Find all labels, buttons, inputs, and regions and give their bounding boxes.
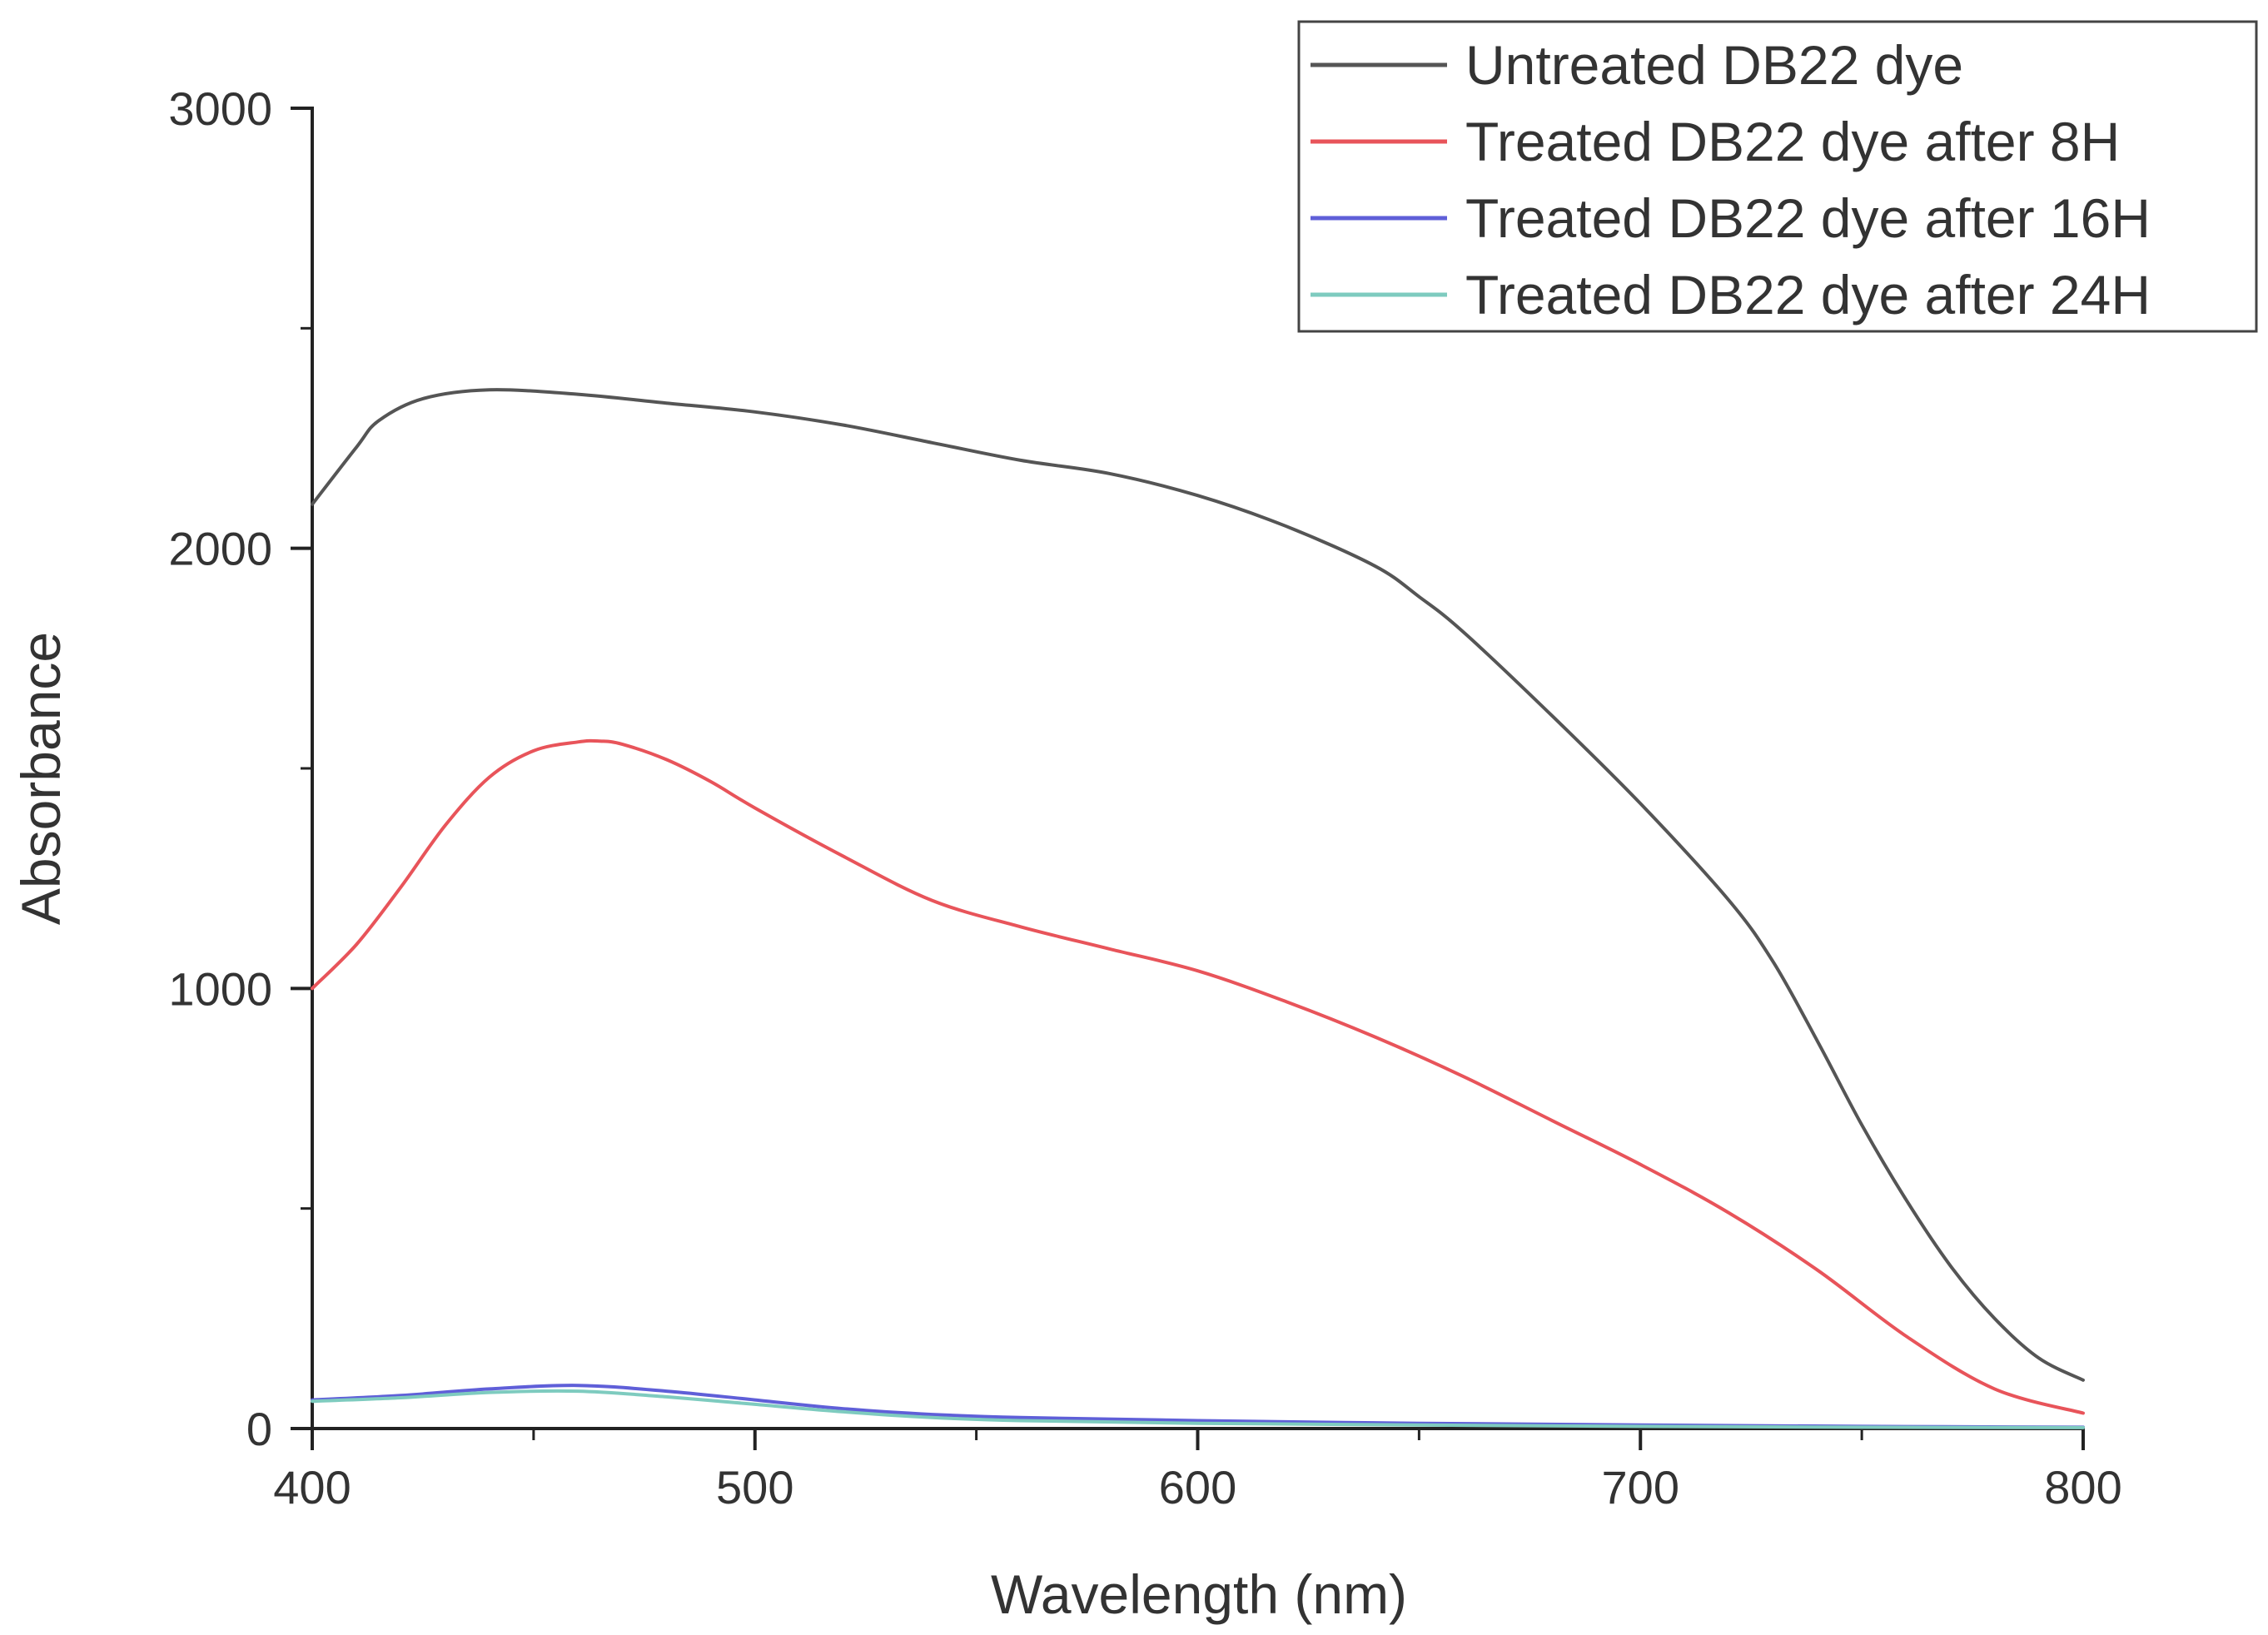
x-tick-label: 800 [2044, 1461, 2121, 1513]
y-tick-label: 2000 [168, 523, 272, 575]
ticks [291, 107, 2085, 1450]
legend-label-1: Untreated DB22 dye [1465, 34, 1963, 96]
x-tick-label: 700 [1602, 1461, 1679, 1513]
y-tick-label: 0 [246, 1403, 272, 1455]
y-tick-label: 1000 [168, 962, 272, 1015]
x-tick-label: 400 [273, 1461, 351, 1513]
legend-label-3: Treated DB22 dye after 16H [1465, 187, 2151, 249]
legend-box [1297, 20, 2258, 333]
series-line-1 [311, 388, 2085, 1382]
legend-label-2: Treated DB22 dye after 8H [1465, 111, 2120, 172]
x-axis-title: Wavelength (nm) [991, 1563, 1407, 1625]
x-tick-label: 500 [716, 1461, 793, 1513]
series-line-4 [311, 1389, 2085, 1429]
legend-label-4: Treated DB22 dye after 24H [1465, 264, 2151, 326]
tick-labels: 400 500 600 700 800 0 1000 2000 3000 [168, 82, 2121, 1513]
y-axis-title: Absorbance [10, 632, 72, 925]
y-tick-label: 3000 [168, 82, 272, 135]
series-group [311, 388, 2085, 1429]
x-tick-label: 600 [1159, 1461, 1236, 1513]
legend: Untreated DB22 dye Treated DB22 dye after… [1297, 20, 2258, 333]
series-line-2 [311, 738, 2085, 1415]
legend-entries: Untreated DB22 dye Treated DB22 dye after… [1311, 34, 2151, 326]
